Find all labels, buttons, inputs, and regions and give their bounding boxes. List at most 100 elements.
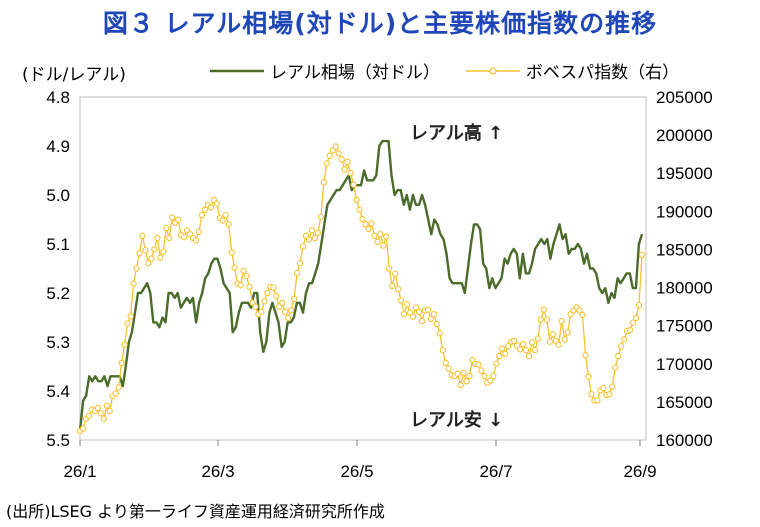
- series-bovespa-line: [79, 145, 643, 432]
- bovespa-point: [323, 160, 330, 167]
- bovespa-point: [198, 211, 206, 219]
- bovespa-point: [317, 213, 325, 220]
- bovespa-point: [124, 320, 131, 327]
- bovespa-point: [154, 234, 161, 242]
- legend-label-bovespa: ボベスパ指数（右）: [525, 63, 680, 83]
- left-tick-label: 4.9: [46, 137, 70, 156]
- bovespa-point: [415, 308, 423, 316]
- bovespa-point: [127, 313, 134, 320]
- right-tick-label: 175000: [656, 317, 713, 336]
- bovespa-point: [439, 346, 446, 354]
- x-tick-label: 26/1: [63, 462, 96, 481]
- bovespa-point: [395, 285, 402, 293]
- bovespa-point: [192, 237, 200, 244]
- bovespa-point: [347, 170, 354, 177]
- bovespa-point: [287, 307, 295, 314]
- bovespa-point: [546, 338, 553, 345]
- bovespa-point: [430, 311, 438, 318]
- bovespa-point: [460, 369, 467, 377]
- bovespa-point: [299, 243, 307, 250]
- right-tick-label: 200000: [656, 126, 713, 145]
- bovespa-point: [409, 313, 417, 320]
- bovespa-point: [457, 381, 464, 389]
- bovespa-point: [638, 251, 646, 258]
- bovespa-point: [228, 249, 235, 256]
- bovespa-point: [293, 269, 301, 277]
- bovespa-point: [240, 267, 247, 274]
- bovespa-point: [356, 206, 363, 213]
- bovespa-point: [558, 317, 565, 325]
- bovespa-point: [270, 284, 277, 291]
- bovespa-point: [338, 156, 345, 163]
- bovespa-point: [296, 260, 304, 267]
- right-tick-label: 185000: [656, 240, 713, 259]
- bovespa-point: [582, 352, 589, 359]
- right-tick-label: 170000: [656, 355, 713, 374]
- bovespa-point: [502, 350, 509, 358]
- bovespa-point: [231, 264, 238, 271]
- source-note: (出所)LSEG より第一ライフ資産運用経済研究所作成: [6, 502, 385, 521]
- bovespa-point: [481, 372, 488, 380]
- bovespa-point: [118, 359, 125, 367]
- bovespa-point: [380, 242, 387, 249]
- bovespa-point: [540, 306, 548, 313]
- bovespa-point: [436, 330, 443, 337]
- left-axis: 4.8 4.9 5.0 5.1 5.2 5.3 5.4 5.5: [46, 88, 70, 450]
- bovespa-point: [588, 391, 595, 398]
- bovespa-point: [225, 221, 232, 228]
- bovespa-point: [305, 236, 313, 243]
- bovespa-point: [169, 214, 176, 221]
- left-tick-label: 4.8: [46, 88, 70, 107]
- bovespa-point: [279, 299, 286, 306]
- bovespa-point: [142, 247, 149, 254]
- bovespa-point: [344, 158, 351, 165]
- legend: レアル相場（対ドル） ボベスパ指数（右）: [210, 58, 705, 83]
- bovespa-point: [629, 319, 637, 326]
- bovespa-point: [594, 397, 601, 404]
- bovespa-point: [600, 385, 607, 392]
- bovespa-point: [180, 234, 188, 241]
- bovespa-point: [201, 206, 209, 213]
- bovespa-point: [424, 306, 432, 313]
- bovespa-point: [243, 272, 250, 280]
- bovespa-point: [442, 359, 449, 367]
- bovespa-point: [537, 316, 545, 323]
- bovespa-point: [151, 246, 158, 253]
- bovespa-point: [618, 343, 625, 350]
- bovespa-point: [79, 425, 87, 432]
- bovespa-point: [365, 225, 372, 233]
- right-tick-label: 160000: [656, 431, 713, 450]
- legend-item-real: レアル相場（対ドル）: [210, 58, 440, 83]
- bovespa-point: [386, 265, 393, 272]
- bovespa-point: [145, 260, 152, 267]
- annotation-real-down: レアル安 ↓: [410, 409, 503, 431]
- bovespa-point: [626, 327, 634, 334]
- bovespa-point: [112, 390, 119, 397]
- bovespa-point: [371, 232, 378, 239]
- bovespa-point: [564, 329, 571, 336]
- bovespa-point: [148, 255, 155, 262]
- bovespa-point: [237, 282, 244, 289]
- left-tick-label: 5.2: [46, 284, 70, 303]
- right-tick-label: 190000: [656, 202, 713, 221]
- bovespa-point: [632, 314, 640, 322]
- bovespa-point: [549, 330, 556, 338]
- bovespa-point: [100, 415, 107, 422]
- bovespa-point: [139, 232, 146, 239]
- bovespa-point: [615, 353, 622, 360]
- bovespa-point: [516, 346, 524, 353]
- bovespa-point: [174, 216, 182, 223]
- bovespa-point: [368, 220, 375, 227]
- bovespa-point: [621, 336, 628, 343]
- bovespa-point: [561, 336, 568, 343]
- annotation-real-up: レアル高 ↑: [410, 122, 503, 144]
- series-real: [78, 139, 644, 431]
- bovespa-point: [397, 297, 405, 304]
- x-axis: 26/1 26/3 26/5 26/7 26/9: [63, 440, 657, 481]
- series-real-line: [78, 139, 644, 431]
- bovespa-point: [487, 377, 494, 384]
- bovespa-point: [163, 224, 170, 232]
- bovespa-point: [528, 339, 536, 346]
- left-axis-unit: (ドル/レアル): [22, 65, 126, 85]
